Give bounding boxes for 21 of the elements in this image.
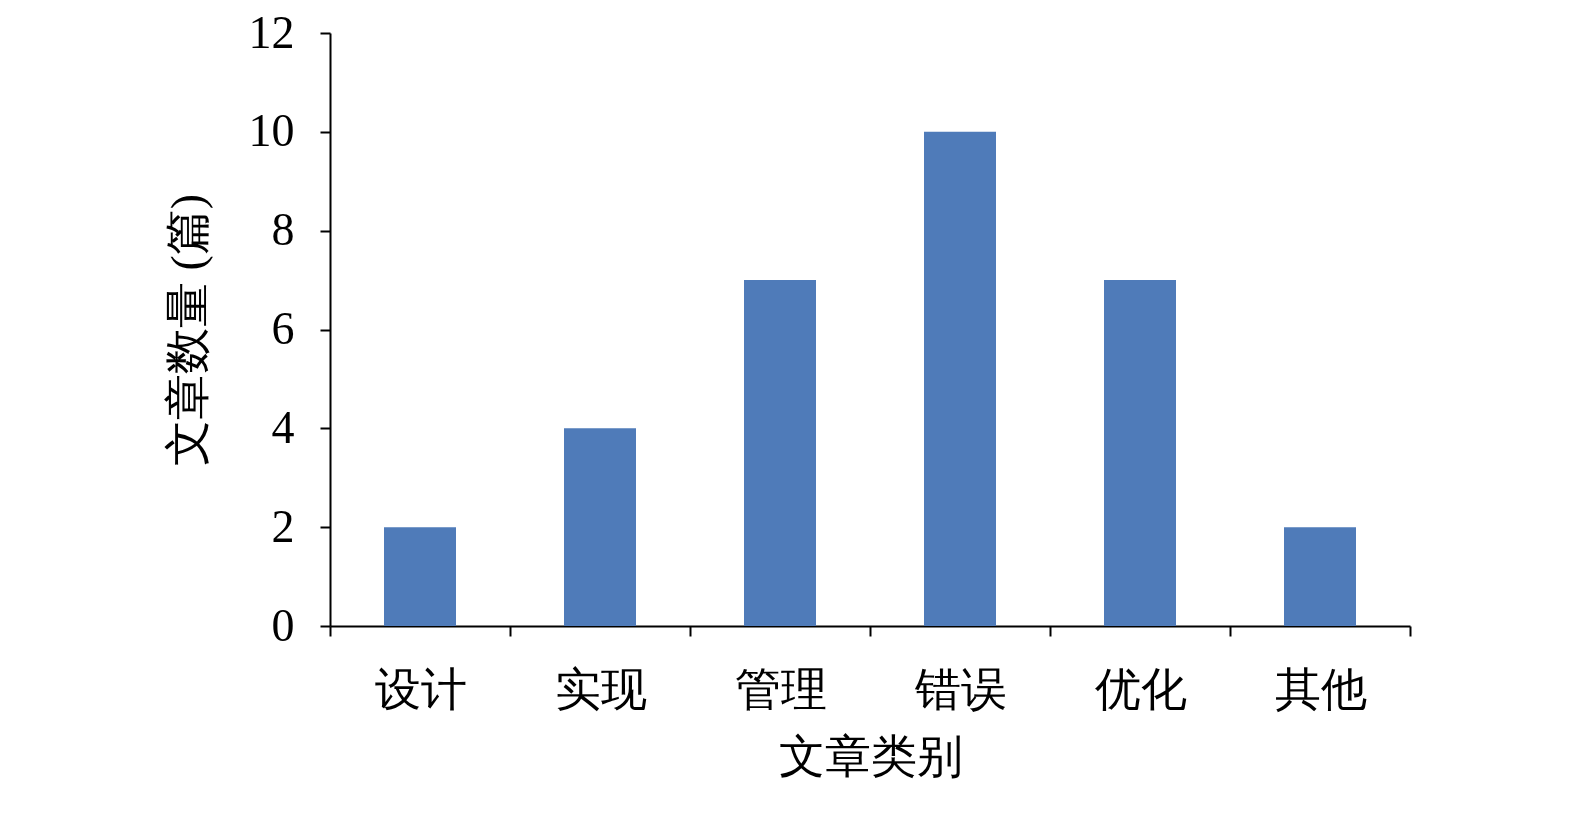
x-tick-label: 其他 [1274,663,1367,715]
bar [744,280,816,626]
x-tick-label: 优化 [1094,663,1187,715]
y-tick-label: 2 [271,500,295,552]
y-tick-label: 6 [271,303,295,354]
bar [924,131,996,626]
x-tick-label: 实现 [554,663,647,715]
bar [384,527,456,626]
bar [1284,527,1356,626]
x-axis-title: 文章类别 [778,730,963,782]
y-axis-title: 文章数量 (篇) [161,193,213,467]
x-tick-label: 设计 [374,663,467,715]
y-tick-label: 4 [271,401,295,453]
y-tick-label: 12 [248,6,295,58]
bar [1104,280,1176,626]
x-tick-label: 错误 [913,663,1007,715]
bar [564,428,636,626]
y-tick-label: 0 [271,599,295,651]
x-tick-label: 管理 [734,663,827,715]
y-tick-label: 8 [271,204,295,256]
y-tick-label: 10 [248,105,295,157]
